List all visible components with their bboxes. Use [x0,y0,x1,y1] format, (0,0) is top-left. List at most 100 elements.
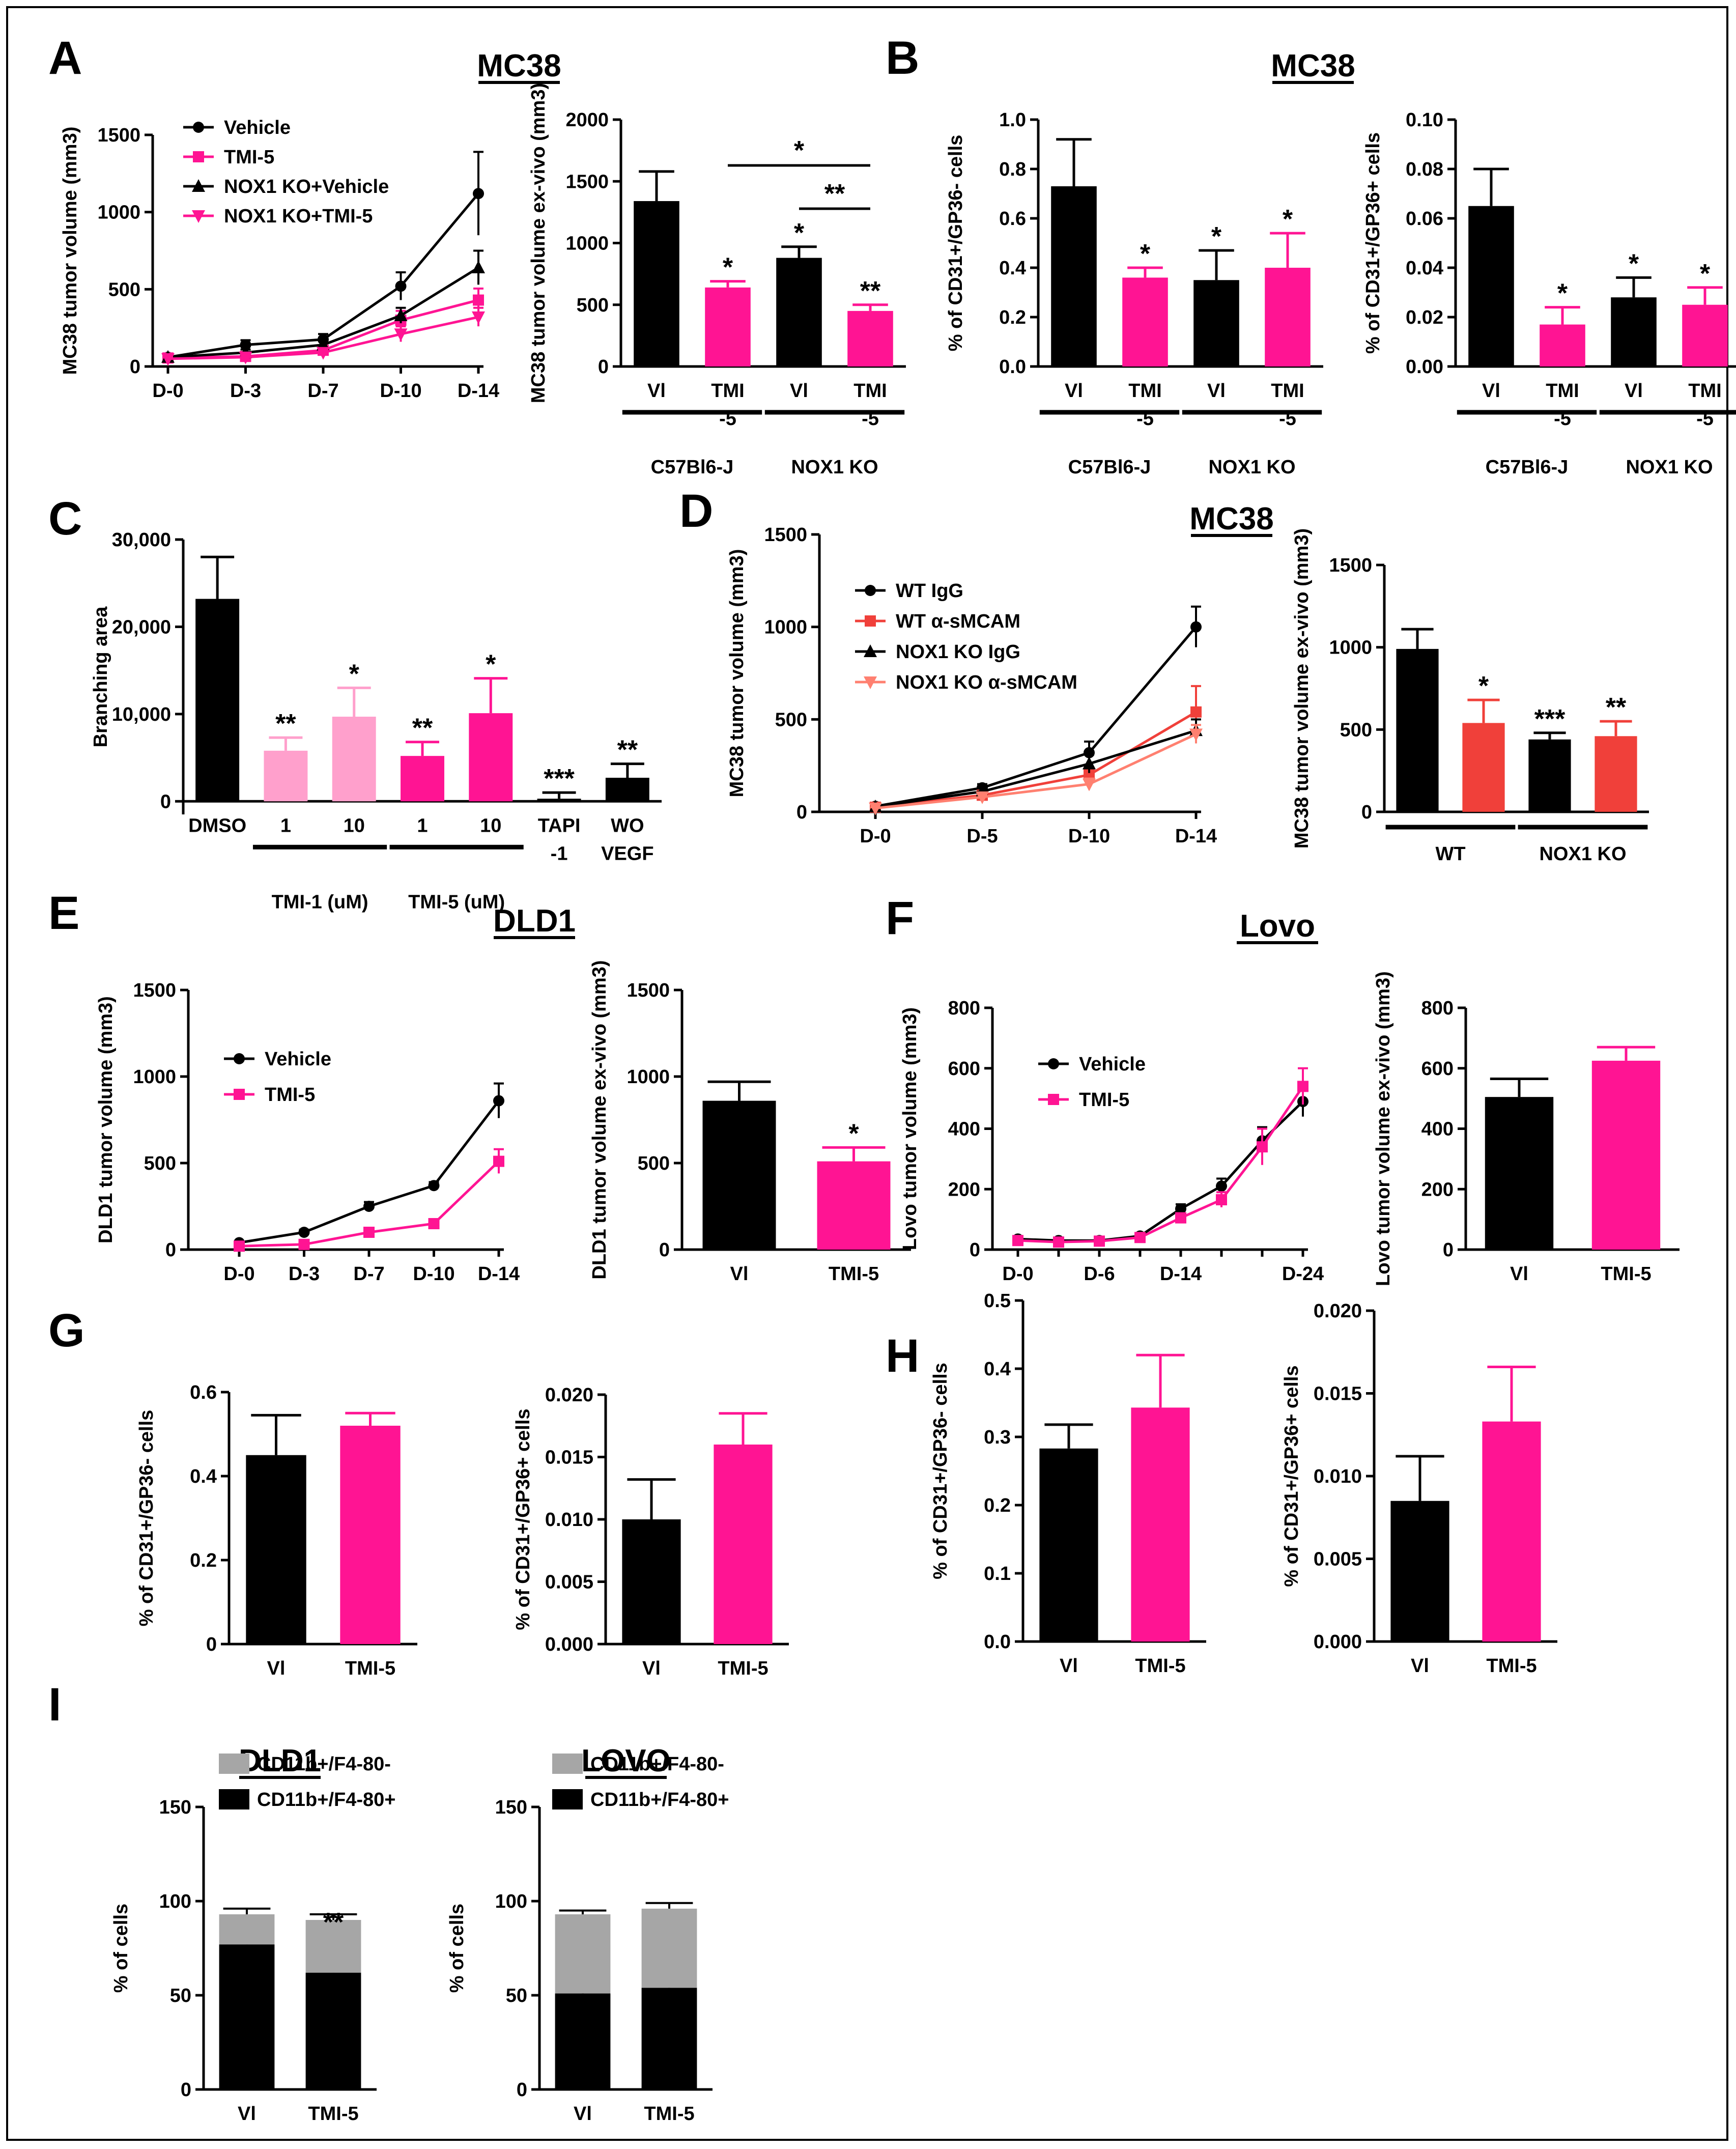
y-tick-label: 600 [1421,1058,1454,1080]
panel-title: Lovo [1240,909,1315,944]
significance-star: ** [617,736,638,765]
bar [246,1455,306,1644]
x-tick-label: D-3 [230,380,261,402]
marker-circle [493,1095,504,1107]
x-tick-label: D-0 [152,380,183,402]
group-label: NOX1 KO [1539,843,1626,865]
marker-square [234,1089,245,1100]
y-tick-label: 0.4 [190,1466,217,1487]
marker-circle [395,280,407,292]
marker-square [473,294,484,306]
marker-circle [1216,1180,1227,1192]
significance-star: *** [544,764,575,794]
legend-label: NOX1 KO IgG [896,641,1020,663]
y-axis-label: DLD1 tumor volume (mm3) [95,996,117,1243]
bar [469,713,513,802]
series-line [875,733,1197,810]
bar [1390,1501,1449,1642]
marker-square [1048,1094,1059,1105]
panel-title: DLD1 [239,1743,321,1778]
y-tick-label: 0.2 [190,1550,217,1571]
y-tick-label: 50 [170,1985,191,2006]
x-tick-label: D-14 [458,380,499,402]
group-label: NOX1 KO [1626,457,1713,478]
bar [1682,304,1728,366]
marker-circle [234,1053,245,1064]
legend-label: Vehicle [265,1049,331,1070]
x-tick-label: TMI [1128,380,1161,402]
y-tick-label: 0.10 [1406,109,1443,131]
y-tick-label: 0.000 [1314,1631,1362,1653]
significance-star: * [723,253,733,282]
marker-square [1216,1194,1227,1206]
x-tick-label: D-7 [353,1263,384,1285]
significance-star: ** [860,276,881,306]
y-tick-label: 0.8 [999,159,1026,180]
chart-H1: H 0.0 0.1 0.2 0.3 0.4 0.5 % of CD31+/GP36- cell… [886,1290,1206,1677]
x-tick-label: D-10 [413,1263,454,1285]
y-tick-label: 0.04 [1406,258,1443,279]
x-tick-label: DMSO [188,815,246,836]
marker-square [1053,1236,1064,1248]
significance-star: * [794,218,805,248]
x-tick-label: Vl [1482,380,1500,402]
marker-circle [193,122,204,133]
bar [1468,206,1514,366]
bar [705,287,751,366]
x-tick-label: -1 [551,843,568,864]
significance-star: ** [412,714,433,743]
marker-square [1094,1235,1105,1247]
legend-label: WT IgG [896,580,963,602]
y-tick-label: 0.015 [545,1447,593,1468]
y-tick-label: 0.06 [1406,208,1443,230]
x-tick-label: D-10 [1068,826,1110,847]
x-tick-label: TMI-5 [1601,1263,1651,1285]
significance-star: *** [1534,704,1566,734]
panel-letter: B [886,32,919,84]
bar [702,1100,776,1250]
series-1 [870,685,1202,813]
legend-label: CD11b+/F4-80+ [257,1789,395,1811]
marker-triangle [1083,756,1096,770]
bar [340,1426,401,1644]
x-tick-label: TMI [711,380,744,402]
significance-star: ** [323,1908,344,1937]
marker-square [865,615,876,627]
x-tick-label: Vl [1625,380,1643,402]
y-tick-label: 200 [1421,1179,1454,1200]
legend-label: TMI-5 [224,147,274,168]
panel-letter: C [48,493,82,545]
y-tick-label: 0.02 [1406,307,1443,328]
legend-label: TMI-5 [265,1084,315,1106]
y-tick-label: 600 [948,1058,980,1080]
y-tick-label: 800 [948,998,980,1019]
bar-0 [219,1944,275,2089]
x-tick-label: D-24 [1282,1263,1324,1285]
x-tick-label: TMI-5 [644,2103,694,2125]
group-label: TMI-1 (uM) [272,891,368,913]
y-tick-label: 1000 [764,617,807,638]
x-tick-label: TMI [853,380,887,402]
bar [1591,1060,1661,1250]
y-tick-label: 1500 [565,171,609,192]
x-tick-label: 10 [344,815,365,836]
x-tick-label: D-6 [1084,1263,1115,1285]
bar [776,258,822,366]
series-line [875,626,1197,808]
significance-star: * [1557,279,1568,308]
marker-circle [1048,1058,1059,1069]
bar [401,756,444,802]
x-tick-label: Vl [267,1658,286,1679]
y-tick-label: 1000 [133,1066,176,1088]
x-tick-label: Vl [1411,1655,1429,1677]
y-tick-label: 0 [165,1239,176,1261]
marker-square [1257,1141,1268,1153]
x-tick-label: D-3 [289,1263,320,1285]
y-tick-label: 0.010 [1314,1466,1362,1487]
x-tick-label: Vl [1060,1655,1078,1677]
y-axis-label: MC38 tumor volume (mm3) [726,549,748,798]
marker-circle [865,585,876,596]
y-tick-label: 100 [159,1891,191,1912]
legend-label: CD11b+/F4-80- [590,1754,724,1775]
x-tick-label: 10 [480,815,501,836]
